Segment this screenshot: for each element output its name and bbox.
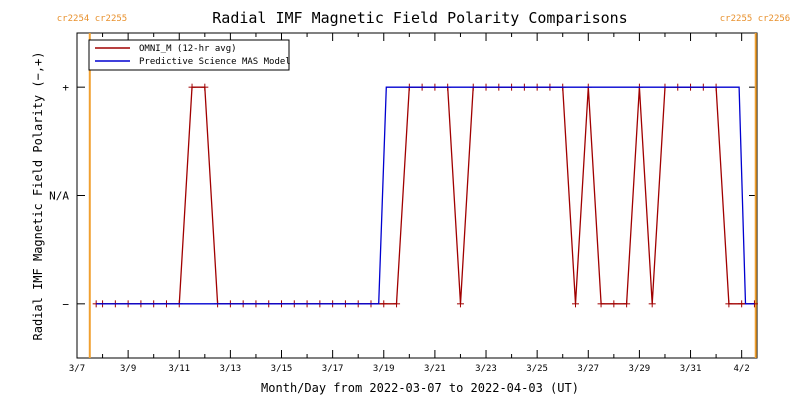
y-axis-label: Radial IMF Magnetic Field Polarity (−,+) <box>31 52 45 341</box>
data-point <box>623 300 631 308</box>
chart-title: Radial IMF Magnetic Field Polarity Compa… <box>212 9 627 27</box>
legend-label-mas: Predictive Science MAS Model <box>139 57 291 67</box>
x-tick-label: 3/23 <box>475 364 497 374</box>
x-tick-label: 3/9 <box>120 364 136 374</box>
data-point <box>738 300 746 308</box>
y-tick-label: − <box>62 298 69 311</box>
data-point <box>571 300 579 308</box>
data-point <box>380 300 388 308</box>
carrington-label-right: cr2255 cr2256 <box>720 14 790 24</box>
x-tick-label: 3/15 <box>271 364 293 374</box>
x-tick-label: 3/17 <box>322 364 344 374</box>
y-tick-label: N/A <box>49 190 69 203</box>
carrington-marker-layer <box>88 33 757 358</box>
data-point <box>393 300 401 308</box>
legend-box <box>88 39 290 71</box>
x-tick-label: 3/11 <box>168 364 190 374</box>
plot-frame <box>76 32 758 359</box>
x-tick-label: 3/21 <box>424 364 446 374</box>
tick-layer: 3/7 3/9 3/11 3/13 3/15 3/17 3/19 3/21 3/23 3/25 3/… <box>49 33 757 374</box>
data-point <box>456 300 464 308</box>
data-point <box>188 83 196 91</box>
x-tick-label: 4/2 <box>734 364 750 374</box>
y-tick-label: + <box>62 81 69 94</box>
x-tick-label: 3/25 <box>526 364 548 374</box>
series-layer <box>92 83 758 308</box>
x-tick-label: 3/13 <box>220 364 242 374</box>
series-line-1 <box>96 86 755 305</box>
carrington-label-left: cr2254 cr2255 <box>57 14 127 24</box>
data-point <box>648 300 656 308</box>
x-tick-label: 3/27 <box>577 364 599 374</box>
x-axis-label: Month/Day from 2022-03-07 to 2022-04-03 … <box>261 381 579 395</box>
x-tick-label: 3/31 <box>680 364 702 374</box>
data-point <box>597 300 605 308</box>
legend: OMNI_M (12-hr avg) Predictive Science MA… <box>88 39 291 71</box>
x-tick-label: 3/19 <box>373 364 395 374</box>
legend-label-omni: OMNI_M (12-hr avg) <box>139 44 237 54</box>
x-tick-label: 3/29 <box>629 364 651 374</box>
data-point <box>201 83 209 91</box>
data-point <box>725 300 733 308</box>
x-tick-label: 3/7 <box>69 364 85 374</box>
data-point <box>610 300 618 308</box>
series-line-0 <box>96 86 755 305</box>
